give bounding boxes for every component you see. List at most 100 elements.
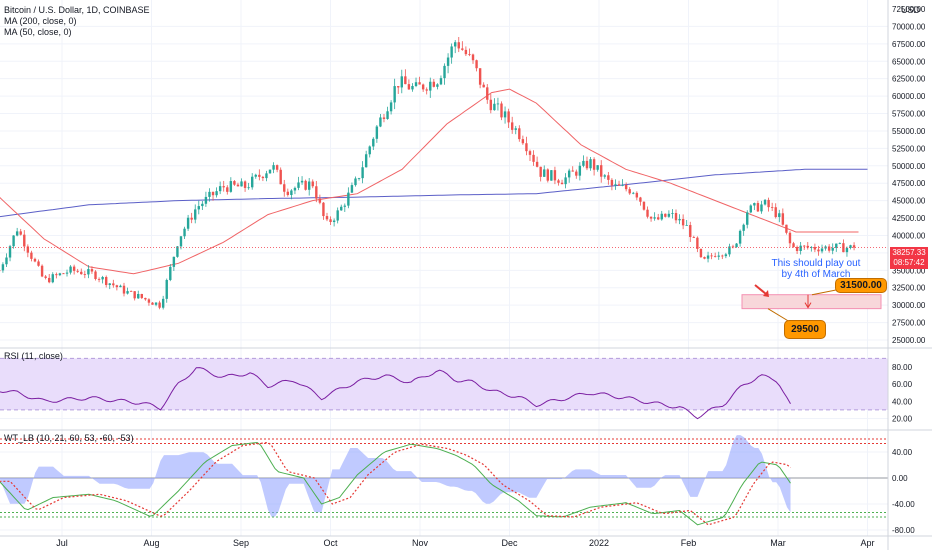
x-tick-label: Dec	[501, 538, 518, 548]
candle-body	[635, 192, 639, 198]
candle-body	[624, 184, 628, 190]
candle-body	[275, 165, 279, 170]
candle-body	[646, 209, 649, 217]
candle-body	[521, 139, 525, 144]
candle-body	[443, 65, 446, 79]
candle-body	[706, 255, 710, 259]
rsi-tick-label: 80.00	[892, 363, 913, 372]
candle-body	[340, 206, 343, 211]
candle-body	[258, 174, 261, 177]
candle-body	[553, 170, 557, 181]
target-high-callout[interactable]: 31500.00	[835, 278, 887, 293]
candle-body	[40, 265, 44, 277]
candle-body	[735, 243, 738, 248]
candle-body	[154, 302, 158, 305]
candle-body	[329, 219, 332, 223]
wt-legend[interactable]: WT_LB (10, 21, 60, 53, -60, -53)	[4, 433, 134, 443]
candle-body	[678, 218, 681, 221]
candle-body	[496, 103, 500, 105]
candle-body	[37, 261, 40, 266]
candle-body	[578, 165, 582, 176]
candle-body	[713, 256, 717, 257]
candle-body	[283, 184, 286, 192]
candle-body	[429, 81, 432, 91]
candle-body	[728, 246, 731, 255]
candle-body	[614, 184, 617, 186]
candle-body	[411, 85, 414, 90]
rsi-tick-label: 20.00	[892, 415, 913, 424]
y-tick-label: 65000.00	[892, 57, 926, 66]
candle-body	[760, 204, 763, 212]
candle-body	[133, 291, 136, 299]
candle-body	[827, 246, 831, 251]
ma200-line	[0, 168, 868, 218]
candle-body	[813, 246, 817, 250]
candle-body	[62, 273, 65, 275]
rsi-group	[0, 367, 791, 420]
candle-body	[147, 299, 151, 303]
candle-body	[475, 60, 478, 69]
candle-body	[0, 270, 1, 272]
candle-body	[500, 103, 503, 118]
candle-body	[368, 146, 371, 155]
candle-body	[792, 243, 795, 247]
candle-body	[439, 78, 443, 85]
candle-body	[300, 180, 304, 183]
candle-body	[65, 272, 69, 274]
bar-countdown: 08:57:42	[893, 258, 925, 267]
candle-body	[240, 181, 243, 187]
ma200-legend[interactable]: MA (200, close, 0)	[4, 16, 77, 26]
candle-body	[721, 255, 724, 257]
rsi-background-band	[0, 358, 888, 410]
candle-body	[179, 236, 183, 247]
y-tick-label: 55000.00	[892, 127, 926, 136]
y-tick-label: 32500.00	[892, 284, 926, 293]
wt-tick-label: 40.00	[892, 448, 913, 457]
projection-note: This should play out by 4th of March	[760, 258, 872, 280]
candle-body	[286, 191, 290, 195]
target-low-callout[interactable]: 29500	[784, 320, 826, 339]
candle-body	[610, 179, 614, 186]
candle-body	[19, 231, 22, 235]
y-tick-label: 47500.00	[892, 179, 926, 188]
candle-body	[261, 176, 265, 179]
candle-body	[585, 160, 589, 169]
candle-body	[354, 178, 357, 186]
wt-group	[0, 435, 888, 526]
candle-body	[724, 254, 728, 257]
callout-leader-low	[767, 308, 791, 323]
candle-body	[204, 196, 208, 204]
candle-body	[108, 283, 111, 285]
candle-body	[546, 169, 549, 181]
candle-body	[528, 151, 532, 155]
candle-body	[471, 54, 475, 61]
rsi-legend[interactable]: RSI (11, close)	[4, 351, 63, 361]
candle-body	[5, 257, 8, 265]
candle-body	[478, 68, 482, 85]
candle-body	[389, 102, 393, 112]
candle-body	[375, 126, 379, 139]
ma50-legend[interactable]: MA (50, close, 0)	[4, 27, 72, 37]
candle-body	[756, 203, 760, 212]
candle-body	[55, 274, 58, 276]
candle-body	[788, 232, 792, 244]
candle-body	[158, 302, 161, 308]
candle-body	[48, 277, 51, 283]
candle-body	[357, 178, 361, 179]
candle-body	[190, 217, 193, 220]
candle-body	[140, 293, 144, 298]
candle-body	[514, 128, 517, 130]
candle-body	[315, 186, 318, 199]
candle-body	[795, 246, 799, 251]
candle-body	[849, 245, 852, 248]
candle-body	[397, 86, 400, 88]
candle-body	[251, 176, 254, 188]
candle-body	[379, 117, 382, 127]
candle-body	[746, 212, 749, 225]
symbol-title[interactable]: Bitcoin / U.S. Dollar, 1D, COINBASE	[4, 5, 150, 15]
candle-body	[617, 184, 621, 186]
last-price-tag: 38257.33 08:57:42	[890, 247, 928, 269]
note-line-2: by 4th of March	[781, 269, 851, 280]
candle-body	[1, 264, 5, 271]
